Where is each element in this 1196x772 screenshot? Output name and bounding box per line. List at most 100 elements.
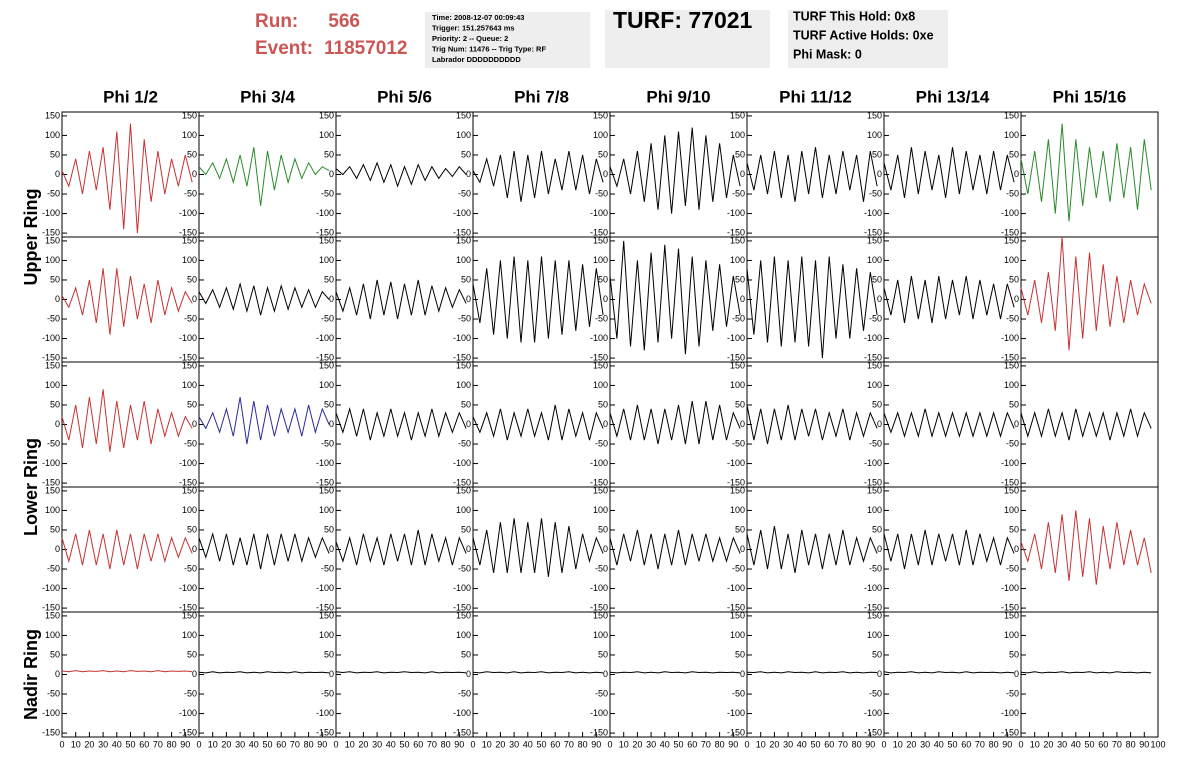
y-tick-label: -150 [316,477,334,487]
y-tick-label: 100 [1004,630,1019,640]
y-tick-label: -50 [321,563,334,573]
panel-frame [746,486,885,613]
y-tick-label: 100 [867,380,882,390]
y-tick-label: -150 [179,727,197,737]
y-tick-label: 0 [877,544,882,554]
waveform [61,670,193,673]
y-tick-label: 50 [187,149,197,159]
waveform [1020,236,1152,351]
waveform [61,123,193,234]
x-tick-label: 0 [607,739,612,749]
waveform [335,406,467,441]
y-tick-label: 100 [45,630,60,640]
y-tick-label: -100 [1001,208,1019,218]
y-tick-label: 150 [867,485,882,495]
y-tick-label: 0 [740,544,745,554]
event-number: 11857012 [324,38,408,59]
y-tick-label: 50 [735,524,745,534]
y-tick-label: 0 [192,294,197,304]
x-tick-label: 0 [196,739,201,749]
y-tick-label: -50 [1006,313,1019,323]
y-tick-label: -100 [1001,458,1019,468]
y-tick-label: 150 [319,485,334,495]
x-tick-label: 40 [523,739,533,749]
y-tick-label: 100 [182,130,197,140]
x-tick-label: 50 [262,739,272,749]
x-tick-label: 50 [810,739,820,749]
y-tick-label: 0 [192,169,197,179]
y-tick-label: 50 [324,399,334,409]
y-tick-label: 150 [730,485,745,495]
panel-frame [61,486,200,613]
y-tick-label: 100 [730,255,745,265]
x-tick-label: 60 [276,739,286,749]
y-tick-label: -100 [316,333,334,343]
x-tick-label: 30 [646,739,656,749]
y-tick-label: 150 [456,610,471,620]
y-tick-label: -150 [590,227,608,237]
x-tick-label: 30 [235,739,245,749]
turf-info-line: TURF Active Holds: 0xe [793,28,934,42]
y-tick-label: 100 [319,380,334,390]
y-tick-label: 100 [456,630,471,640]
y-tick-label: 100 [319,255,334,265]
x-tick-label: 90 [1139,739,1149,749]
y-tick-label: -100 [316,708,334,718]
x-tick-label: 50 [125,739,135,749]
x-tick-label: 60 [1098,739,1108,749]
x-tick-label: 40 [249,739,259,749]
turf-info-line: Phi Mask: 0 [793,47,862,61]
plot-grid: Phi 1/2 Phi 3/4 Phi 5/6 Phi 7/8 Phi 9/10 Phi … [21,87,1166,749]
x-tick-label: 60 [687,739,697,749]
y-tick-label: -50 [458,688,471,698]
y-tick-label: 50 [187,649,197,659]
turf-box [605,10,770,68]
column-label: Phi 5/6 [377,87,432,106]
x-tick-label: 90 [317,739,327,749]
x-tick-label: 10 [893,739,903,749]
y-tick-label: 50 [735,149,745,159]
y-tick-label: 150 [182,610,197,620]
info-box [425,12,590,68]
y-tick-label: -100 [727,458,745,468]
y-tick-label: -50 [732,688,745,698]
x-tick-label: 0 [881,739,886,749]
y-tick-label: 0 [466,669,471,679]
y-tick-label: 0 [55,669,60,679]
y-tick-label: -50 [1006,438,1019,448]
y-tick-label: -50 [184,313,197,323]
y-tick-label: -50 [1006,188,1019,198]
y-tick-label: -50 [184,563,197,573]
y-tick-label: 150 [867,610,882,620]
x-tick-label: 70 [701,739,711,749]
x-tick-label: 70 [564,739,574,749]
x-tick-label: 0 [1018,739,1023,749]
y-tick-label: 0 [192,544,197,554]
y-tick-label: 0 [603,544,608,554]
y-tick-label: 50 [872,524,882,534]
y-tick-label: 0 [466,294,471,304]
y-tick-label: -50 [595,688,608,698]
y-tick-label: 150 [867,360,882,370]
x-tick-label: 60 [413,739,423,749]
y-tick-label: -50 [732,313,745,323]
row-label: Lower Ring [21,438,41,536]
waveform [746,526,878,573]
x-tick-label: 30 [509,739,519,749]
waveform [472,671,604,674]
y-tick-label: -150 [42,727,60,737]
x-tick-label: 70 [1112,739,1122,749]
y-tick-label: 0 [740,419,745,429]
y-tick-label: 150 [593,110,608,120]
y-tick-label: 100 [730,380,745,390]
y-tick-label: -150 [727,477,745,487]
y-tick-label: 0 [55,419,60,429]
y-tick-label: 150 [1004,610,1019,620]
y-tick-label: -150 [42,227,60,237]
info-line: Priority: 2 -- Queue: 2 [432,34,508,43]
x-tick-label: 80 [304,739,314,749]
y-tick-label: -50 [321,188,334,198]
x-tick-label: 0 [470,739,475,749]
y-tick-label: -150 [42,477,60,487]
y-tick-label: 150 [1004,235,1019,245]
